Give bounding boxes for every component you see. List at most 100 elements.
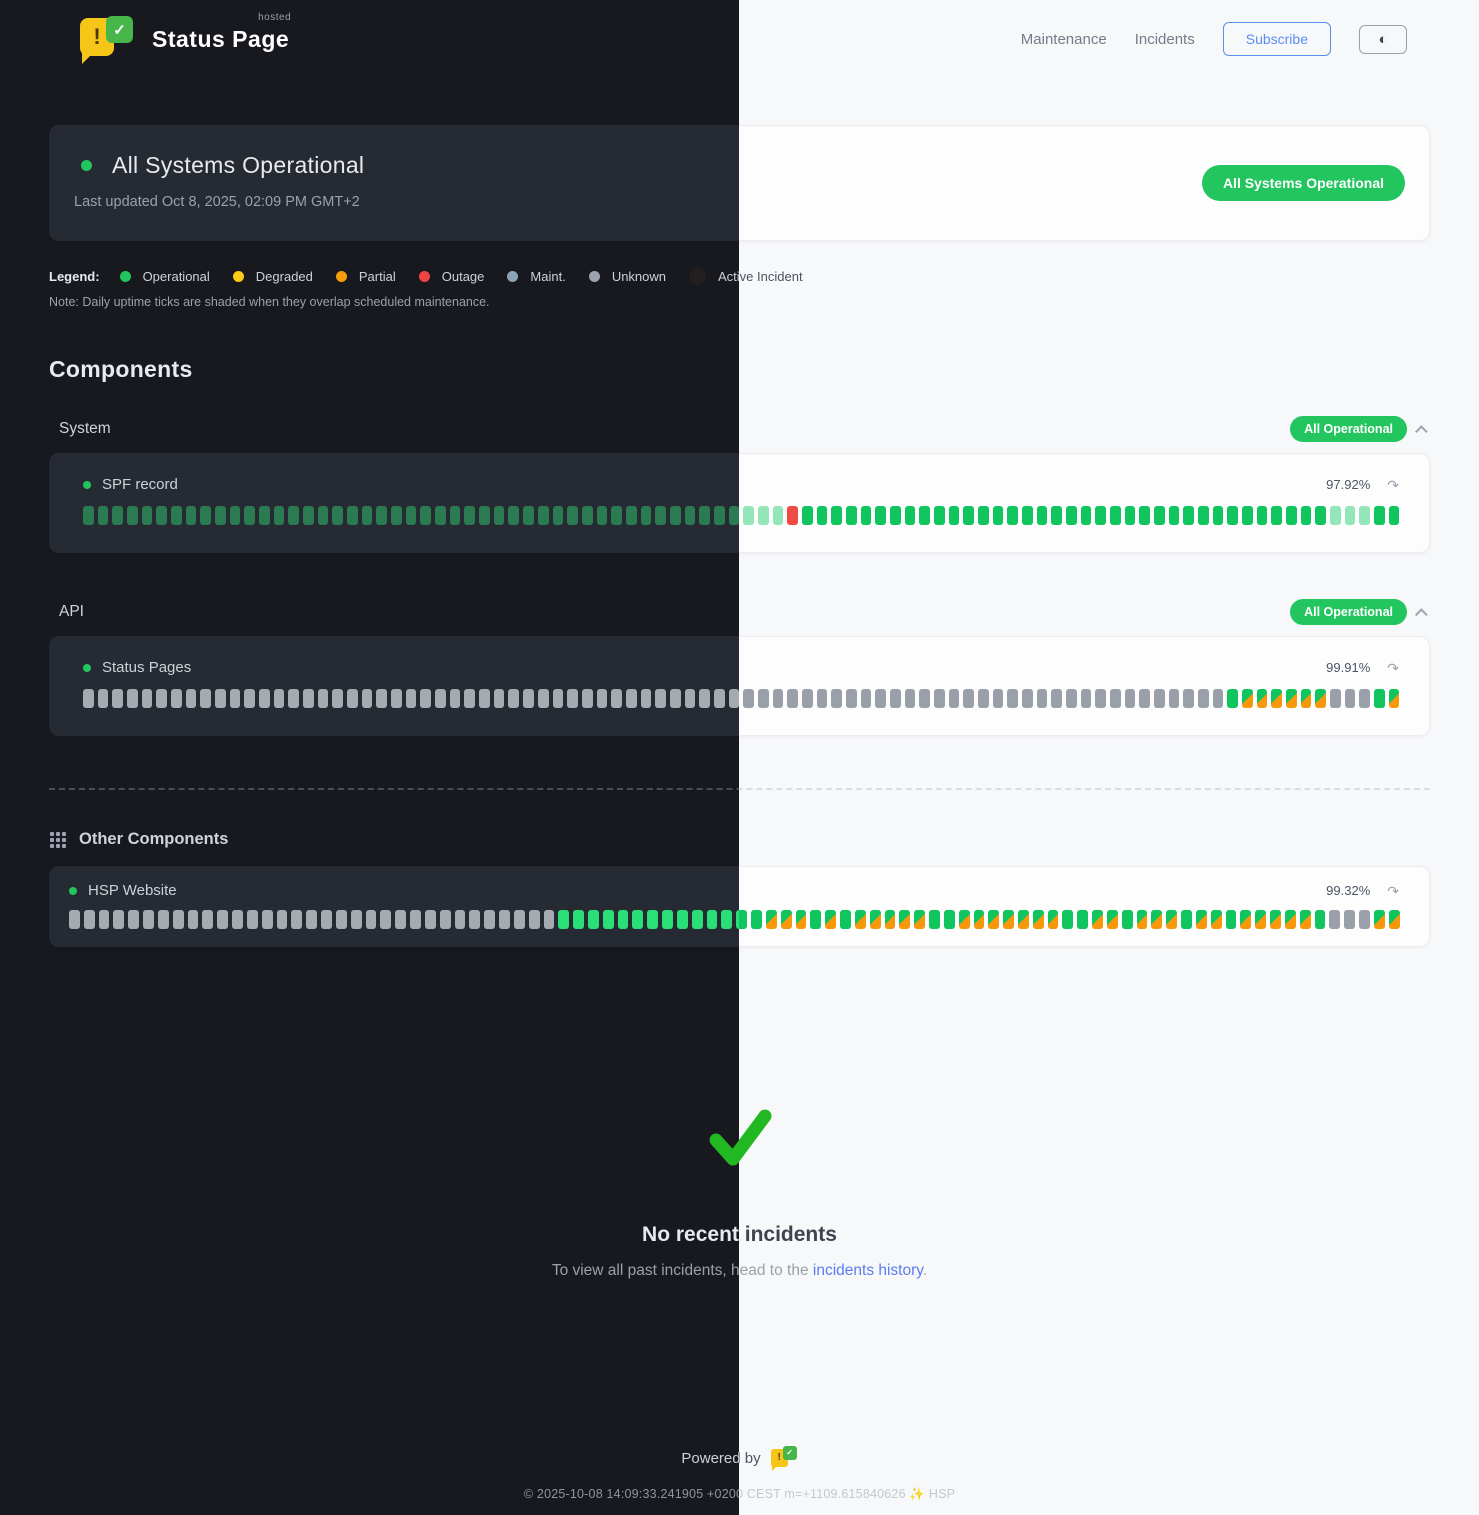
uptime-tick[interactable] bbox=[831, 689, 842, 708]
uptime-tick[interactable] bbox=[552, 689, 564, 708]
uptime-tick[interactable] bbox=[1225, 910, 1237, 929]
uptime-tick[interactable] bbox=[479, 506, 490, 525]
uptime-tick[interactable] bbox=[1240, 910, 1252, 929]
uptime-tick[interactable] bbox=[217, 910, 229, 929]
uptime-tick[interactable] bbox=[499, 910, 510, 929]
uptime-tick[interactable] bbox=[172, 910, 184, 929]
uptime-tick[interactable] bbox=[127, 689, 138, 708]
uptime-tick[interactable] bbox=[347, 689, 358, 708]
uptime-tick[interactable] bbox=[581, 689, 593, 708]
uptime-tick[interactable] bbox=[128, 910, 140, 929]
uptime-tick[interactable] bbox=[988, 910, 1000, 929]
uptime-tick[interactable] bbox=[1330, 689, 1341, 708]
uptime-tick[interactable] bbox=[721, 910, 733, 929]
uptime-tick[interactable] bbox=[757, 689, 769, 708]
uptime-tick[interactable] bbox=[1315, 506, 1327, 525]
uptime-tick[interactable] bbox=[1092, 910, 1103, 929]
uptime-tick[interactable] bbox=[1227, 506, 1239, 525]
chevron-up-icon[interactable] bbox=[1415, 424, 1428, 438]
chevron-up-icon[interactable] bbox=[1415, 607, 1428, 621]
uptime-tick[interactable] bbox=[640, 689, 652, 708]
uptime-tick[interactable] bbox=[632, 910, 644, 929]
uptime-tick[interactable] bbox=[655, 506, 666, 525]
uptime-tick[interactable] bbox=[669, 506, 681, 525]
uptime-tick[interactable] bbox=[1300, 506, 1312, 525]
uptime-tick[interactable] bbox=[1022, 506, 1033, 525]
uptime-tick[interactable] bbox=[1168, 689, 1180, 708]
uptime-tick[interactable] bbox=[347, 506, 358, 525]
uptime-tick[interactable] bbox=[602, 910, 614, 929]
nav-incidents[interactable]: Incidents bbox=[1134, 30, 1195, 48]
uptime-tick[interactable] bbox=[1242, 506, 1253, 525]
uptime-tick[interactable] bbox=[728, 506, 740, 525]
uptime-tick[interactable] bbox=[787, 506, 798, 525]
uptime-tick[interactable] bbox=[706, 910, 718, 929]
uptime-tick[interactable] bbox=[1344, 910, 1356, 929]
uptime-tick[interactable] bbox=[977, 506, 989, 525]
uptime-tick[interactable] bbox=[1168, 506, 1180, 525]
refresh-icon[interactable]: ↷ bbox=[1387, 659, 1399, 676]
uptime-tick[interactable] bbox=[684, 506, 696, 525]
uptime-tick[interactable] bbox=[1315, 689, 1327, 708]
uptime-tick[interactable] bbox=[899, 910, 911, 929]
uptime-tick[interactable] bbox=[713, 689, 725, 708]
uptime-tick[interactable] bbox=[889, 506, 901, 525]
uptime-tick[interactable] bbox=[1344, 506, 1356, 525]
uptime-tick[interactable] bbox=[273, 506, 285, 525]
uptime-tick[interactable] bbox=[537, 689, 549, 708]
uptime-tick[interactable] bbox=[259, 689, 270, 708]
uptime-tick[interactable] bbox=[200, 506, 212, 525]
uptime-tick[interactable] bbox=[625, 506, 637, 525]
uptime-tick[interactable] bbox=[276, 910, 288, 929]
uptime-tick[interactable] bbox=[171, 689, 182, 708]
uptime-tick[interactable] bbox=[973, 910, 985, 929]
uptime-tick[interactable] bbox=[676, 910, 688, 929]
uptime-tick[interactable] bbox=[303, 506, 314, 525]
uptime-tick[interactable] bbox=[1095, 689, 1107, 708]
uptime-tick[interactable] bbox=[914, 910, 926, 929]
uptime-tick[interactable] bbox=[1373, 910, 1385, 929]
uptime-tick[interactable] bbox=[831, 506, 842, 525]
uptime-tick[interactable] bbox=[860, 506, 872, 525]
uptime-tick[interactable] bbox=[420, 506, 432, 525]
uptime-tick[interactable] bbox=[1166, 910, 1178, 929]
uptime-tick[interactable] bbox=[743, 506, 754, 525]
uptime-tick[interactable] bbox=[449, 506, 461, 525]
uptime-tick[interactable] bbox=[1388, 910, 1400, 929]
uptime-tick[interactable] bbox=[83, 689, 94, 708]
uptime-tick[interactable] bbox=[306, 910, 318, 929]
uptime-tick[interactable] bbox=[1124, 506, 1136, 525]
uptime-tick[interactable] bbox=[1136, 910, 1148, 929]
uptime-tick[interactable] bbox=[98, 910, 110, 929]
uptime-tick[interactable] bbox=[1066, 689, 1077, 708]
uptime-tick[interactable] bbox=[816, 506, 828, 525]
uptime-tick[interactable] bbox=[1212, 506, 1224, 525]
uptime-tick[interactable] bbox=[303, 689, 314, 708]
uptime-tick[interactable] bbox=[405, 506, 417, 525]
uptime-tick[interactable] bbox=[1242, 689, 1253, 708]
uptime-tick[interactable] bbox=[884, 910, 896, 929]
uptime-tick[interactable] bbox=[992, 689, 1004, 708]
uptime-tick[interactable] bbox=[1154, 506, 1165, 525]
uptime-tick[interactable] bbox=[69, 910, 80, 929]
uptime-tick[interactable] bbox=[765, 910, 777, 929]
uptime-tick[interactable] bbox=[543, 910, 555, 929]
uptime-tick[interactable] bbox=[185, 506, 197, 525]
uptime-tick[interactable] bbox=[1062, 910, 1074, 929]
uptime-tick[interactable] bbox=[1110, 689, 1121, 708]
uptime-tick[interactable] bbox=[640, 506, 652, 525]
uptime-tick[interactable] bbox=[596, 689, 608, 708]
uptime-tick[interactable] bbox=[113, 910, 125, 929]
uptime-tick[interactable] bbox=[97, 689, 109, 708]
uptime-tick[interactable] bbox=[1286, 689, 1297, 708]
uptime-tick[interactable] bbox=[933, 689, 945, 708]
uptime-tick[interactable] bbox=[1388, 506, 1400, 525]
uptime-tick[interactable] bbox=[493, 689, 505, 708]
uptime-tick[interactable] bbox=[1106, 910, 1118, 929]
uptime-tick[interactable] bbox=[662, 910, 673, 929]
uptime-tick[interactable] bbox=[317, 689, 329, 708]
uptime-tick[interactable] bbox=[185, 689, 197, 708]
uptime-tick[interactable] bbox=[454, 910, 466, 929]
uptime-tick[interactable] bbox=[1183, 506, 1195, 525]
uptime-tick[interactable] bbox=[611, 506, 622, 525]
